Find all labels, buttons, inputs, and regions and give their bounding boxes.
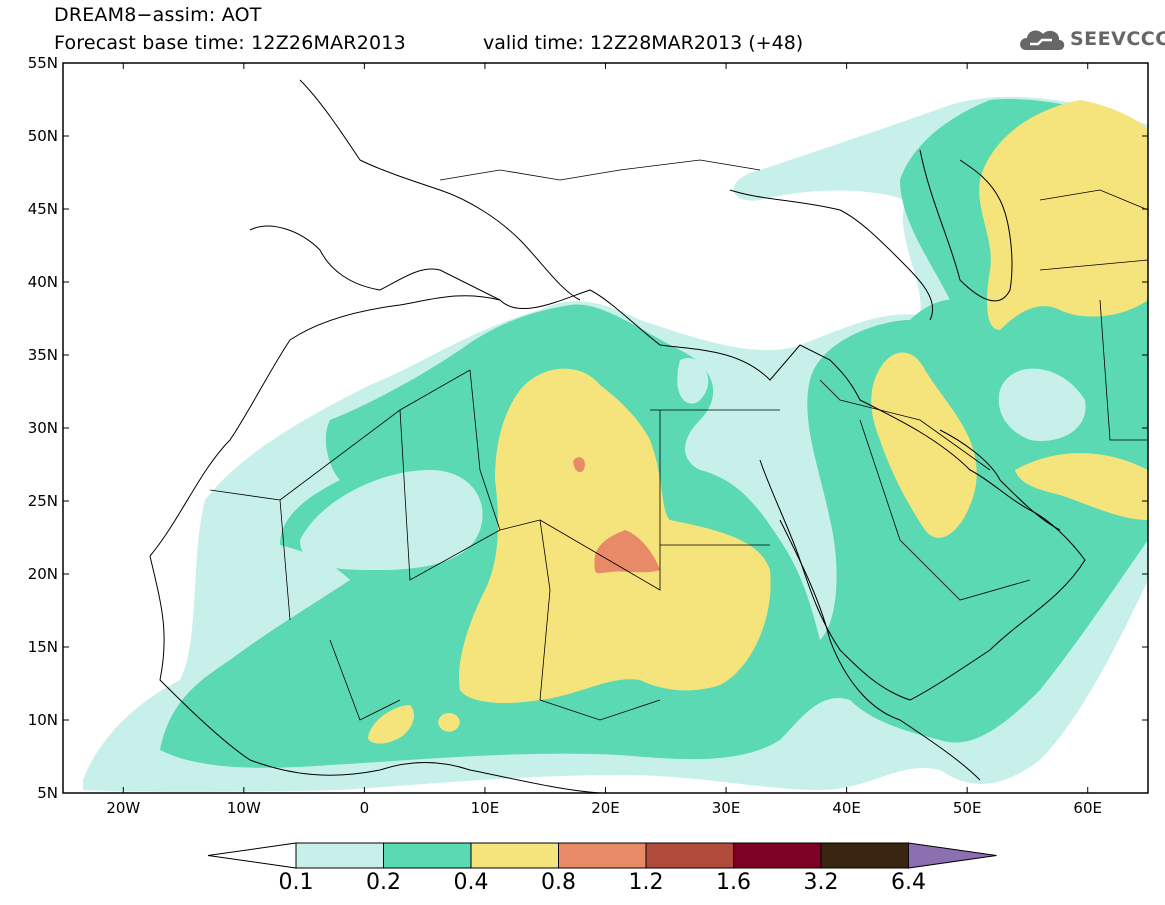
colorbar-label: 0.1 bbox=[278, 870, 314, 895]
lat-tick-label: 35N bbox=[28, 346, 58, 364]
aot-0.8-libya-spot bbox=[573, 457, 585, 473]
lon-tick-label: 40E bbox=[832, 799, 861, 817]
lat-tick-label: 55N bbox=[28, 54, 58, 72]
colorbar-label: 0.2 bbox=[366, 870, 401, 895]
colorbar-label: 1.6 bbox=[716, 870, 751, 895]
valid-time-label: valid time: 12Z28MAR2013 (+48) bbox=[483, 32, 804, 54]
colorbar-label: 0.4 bbox=[453, 870, 489, 895]
colorbar-low-arrow bbox=[207, 842, 297, 869]
lat-tick-label: 25N bbox=[28, 492, 58, 510]
lon-tick-label: 10W bbox=[227, 799, 261, 817]
aot-0.4-spot2 bbox=[438, 713, 460, 732]
aot-0.4-gulf-region bbox=[1015, 453, 1148, 520]
lon-tick-label: 10E bbox=[471, 799, 500, 817]
colorbar-segment bbox=[383, 842, 472, 869]
lat-tick-label: 50N bbox=[28, 127, 58, 145]
colorbar-segment bbox=[558, 842, 647, 869]
aot-0.4-westafrica-spot bbox=[368, 705, 415, 744]
aot-0.1-hole-arabia bbox=[998, 368, 1086, 441]
colorbar-segment bbox=[733, 842, 822, 869]
lat-tick-label: 45N bbox=[28, 200, 58, 218]
lat-tick-label: 5N bbox=[37, 784, 58, 802]
colorbar-label: 6.4 bbox=[891, 870, 926, 895]
colorbar-segment bbox=[820, 842, 909, 869]
colorbar-segment bbox=[295, 842, 384, 869]
lat-tick-label: 20N bbox=[28, 565, 58, 583]
colorbar-segment bbox=[645, 842, 734, 869]
base-time-label: Forecast base time: 12Z26MAR2013 bbox=[54, 32, 406, 54]
aot-0.4-kazakh-region bbox=[979, 100, 1148, 330]
map-title: DREAM8−assim: AOT bbox=[54, 4, 262, 26]
coastlines bbox=[149, 79, 1086, 793]
aot-0.4-saudi-region bbox=[871, 352, 977, 538]
aot-0.1-hole-egypt bbox=[677, 358, 709, 404]
lon-tick-label: 50E bbox=[953, 799, 982, 817]
lat-tick-label: 15N bbox=[28, 638, 58, 656]
lon-tick-label: 30E bbox=[712, 799, 741, 817]
lon-tick-label: 20E bbox=[591, 799, 620, 817]
colorbar-high-arrow bbox=[908, 842, 997, 869]
lon-tick-label: 60E bbox=[1073, 799, 1102, 817]
lon-tick-label: 0 bbox=[360, 799, 370, 817]
colorbar-segment bbox=[470, 842, 559, 869]
lon-tick-label: 20W bbox=[106, 799, 140, 817]
lat-tick-label: 30N bbox=[28, 419, 58, 437]
colorbar bbox=[207, 842, 997, 869]
lat-tick-label: 40N bbox=[28, 273, 58, 291]
cloud-icon bbox=[1020, 30, 1065, 50]
aot-0.1-hole-algeria bbox=[300, 470, 483, 570]
colorbar-label: 1.2 bbox=[628, 870, 664, 895]
aot-field bbox=[83, 96, 1148, 792]
axis-ticks: 5N 10N 15N 20N 25N 30N 35N 40N 45N 50N 55N 20W 10W 0 1… bbox=[28, 54, 1148, 817]
colorbar-label: 3.2 bbox=[803, 870, 839, 895]
colorbar-label: 0.8 bbox=[541, 870, 576, 895]
logo-text: SEEVCCC bbox=[1070, 28, 1165, 50]
country-borders bbox=[209, 159, 1148, 721]
lat-tick-label: 10N bbox=[28, 711, 58, 729]
aot-0.8-chad-max bbox=[594, 530, 660, 574]
